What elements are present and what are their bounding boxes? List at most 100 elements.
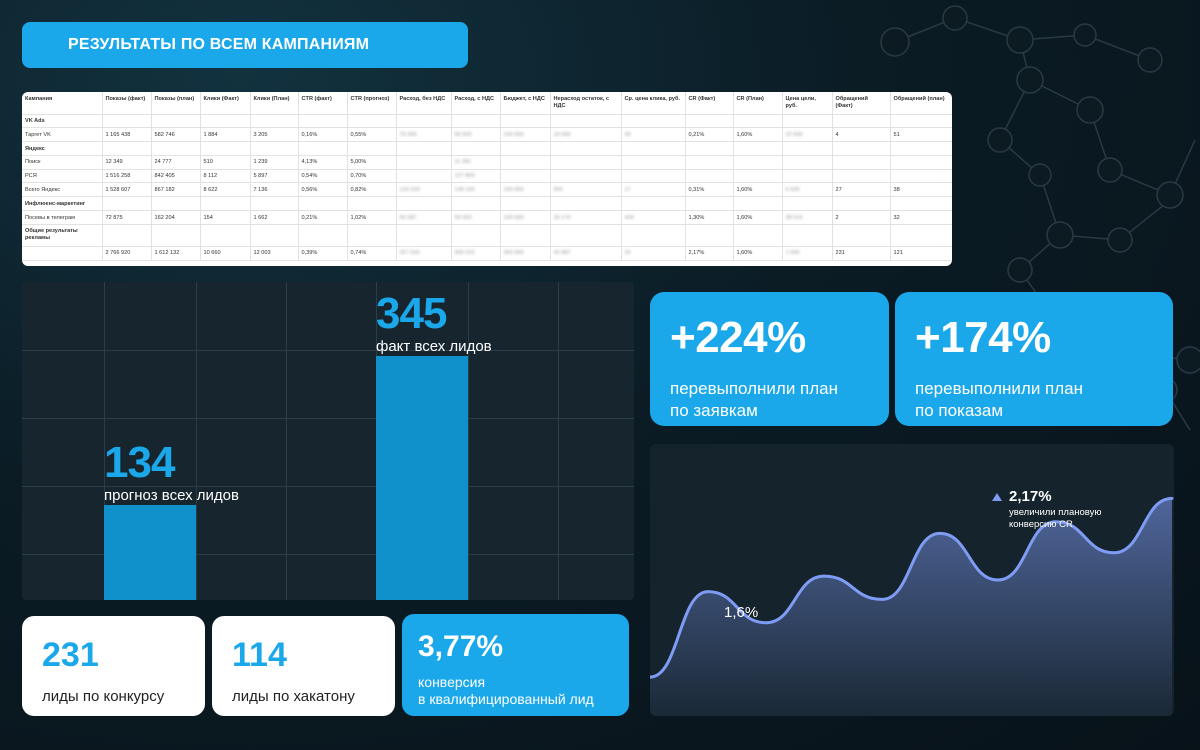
table-cell: 257 016 [396,246,452,261]
table-cell: Посевы в телеграм [22,210,103,225]
table-cell: 231 [832,246,891,261]
table-cell [621,224,686,247]
table-cell [500,224,551,247]
table-cell: 0,21% [298,210,348,225]
table-cell: 0,56% [298,182,348,198]
cr-line [650,496,1174,679]
table-cell: 154 [200,210,251,225]
bar-label-forecast: 134 прогноз всех лидов [104,438,239,505]
kpi-description: лиды по хакатону [232,688,355,705]
table-cell [250,141,299,156]
table-cell: 510 [200,155,251,170]
table-row: Поиск 12 349 24 777 510 1 239 4,13% 5,00% 11 28… [22,155,952,170]
table-cell: 25 [621,246,686,261]
table-cell [151,114,201,129]
table-cell [250,196,299,212]
column-header: Показы (план) [151,92,201,115]
table-cell [250,114,299,129]
kpi-description: лиды по конкурсу [42,688,165,705]
table-cell [102,141,152,156]
table-cell: 0,31% [685,182,734,198]
grid-line [468,282,469,600]
cr-line-svg [650,496,1174,716]
table-cell [102,224,152,247]
table-cell: 1,60% [733,210,783,225]
table-cell [550,196,622,212]
table-cell: 2,17% [685,246,734,261]
kpi-desc-line: перевыполнили план [915,379,1084,398]
grid-line [22,418,634,419]
grid-line [22,554,634,555]
table-cell: 300 015 [451,246,501,261]
table-cell: РСЯ [22,169,103,184]
bar-value: 345 [376,289,447,339]
table-cell: Всего Яндекс [22,182,103,198]
table-cell: 121 [890,246,952,261]
table-cell: 22 500 [782,127,833,143]
grid-line [286,282,287,600]
column-header: Показы (факт) [102,92,152,115]
table-cell [396,169,452,184]
kpi-desc-line: перевыполнили план [670,379,839,398]
table-cell [832,155,891,170]
grid-line [558,282,559,600]
table-cell [782,196,833,212]
table-cell [200,224,251,247]
table-cell [200,196,251,212]
table-row: РСЯ 1 516 258 842 405 8 112 5 897 0,54% 0,70% 1… [22,169,952,184]
kpi-requests-card: +224% перевыполнили план по заявкам [650,292,889,426]
table-cell [500,169,551,184]
table-cell [782,169,833,184]
kpi-value: 3,77% [418,630,504,663]
kpi-value: +224% [670,313,806,362]
triangle-up-icon [992,492,1002,501]
table-cell [733,224,783,247]
column-header: CR (Факт) [685,92,734,115]
table-cell: 162 204 [151,210,201,225]
table-cell: 1 516 258 [102,169,152,184]
table-cell: Таргет VK [22,127,103,143]
table-cell: 1 239 [250,155,299,170]
bar-actual-leads [376,356,468,600]
table-cell [782,114,833,129]
kpi-value: +174% [915,313,1051,362]
table-cell [890,224,952,247]
table-cell: 1,60% [733,127,783,143]
table-cell [396,155,452,170]
table-cell: 20 170 [550,210,622,225]
table-cell: 0,21% [685,127,734,143]
kpi-desc-line: конверсия [418,674,486,690]
table-cell [250,224,299,247]
table-cell [733,196,783,212]
table-cell: 5,00% [347,155,397,170]
table-cell [832,114,891,129]
bar-value: 134 [104,438,175,488]
table-cell [298,114,348,129]
page-title: РЕЗУЛЬТАТЫ ПО ВСЕМ КАМПАНИЯМ [22,22,468,68]
grid-line [104,282,105,600]
table-cell [685,141,734,156]
table-cell [151,224,201,247]
table-cell [685,155,734,170]
table-cell: 0,74% [347,246,397,261]
table-cell [451,224,501,247]
table-cell [298,224,348,247]
table-cell [685,224,734,247]
table-cell: 90 000 [451,127,501,143]
table-cell: 12 003 [250,246,299,261]
table-cell [500,155,551,170]
table-cell [733,169,783,184]
column-header: CTR (прогноз) [347,92,397,115]
kpi-impressions-card: +174% перевыполнили план по показам [895,292,1173,426]
table-row: Посевы в телеграм 72 875 162 204 154 1 662 0,… [22,210,952,225]
table-cell: 8 112 [200,169,251,184]
table-cell [890,196,952,212]
table-cell: 38 [890,182,952,198]
table-row: Яндекс [22,141,952,156]
table-cell [451,114,501,129]
table-cell [685,114,734,129]
table-cell: 1,60% [733,246,783,261]
table-cell: 350 000 [500,246,551,261]
table-cell: 40 [621,127,686,143]
table-cell: 1,60% [733,182,783,198]
